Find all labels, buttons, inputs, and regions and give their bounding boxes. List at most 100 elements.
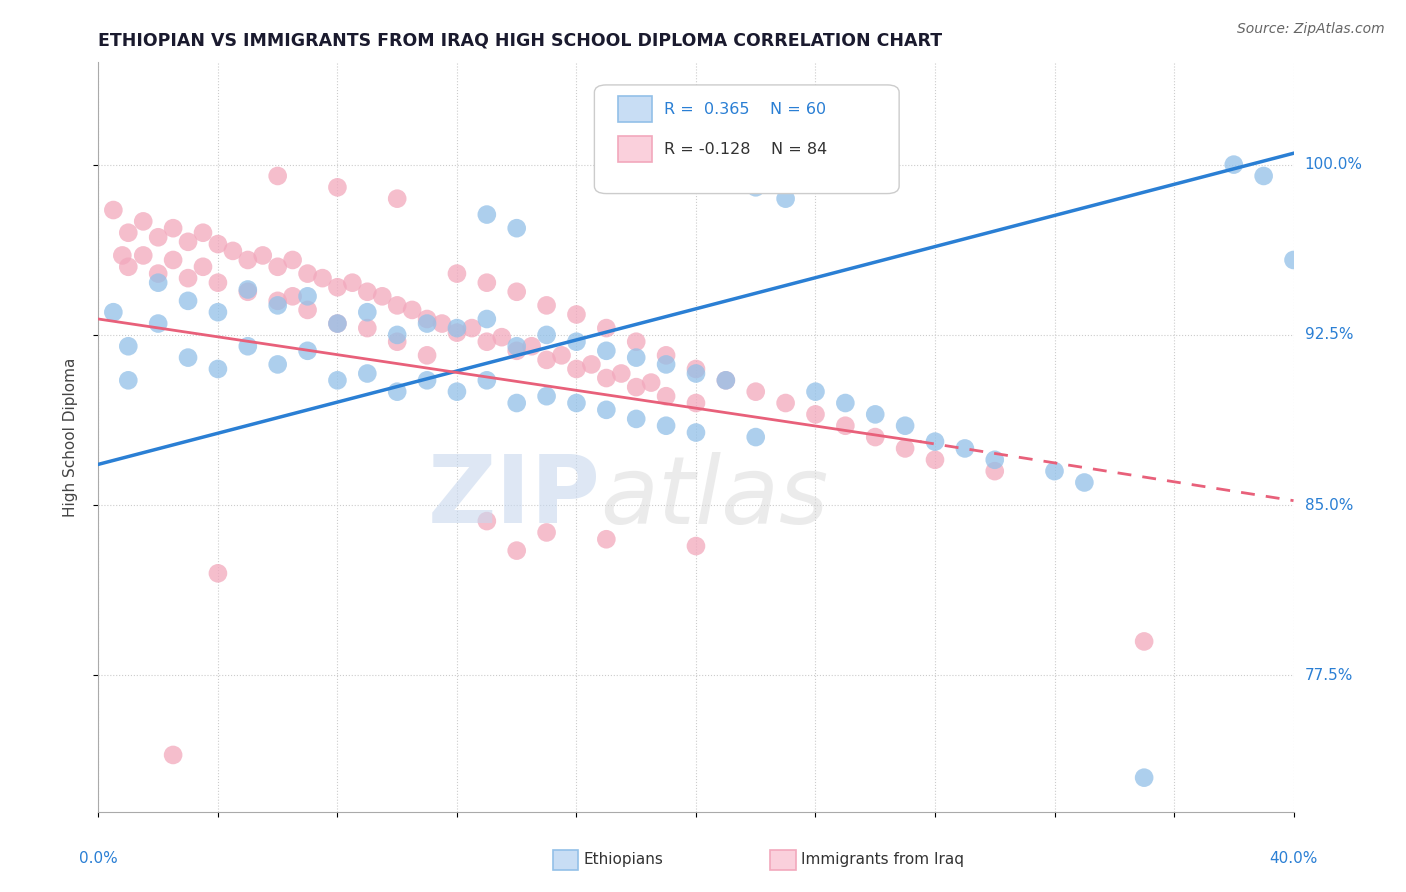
Text: atlas: atlas [600,451,828,542]
Point [953,442,976,456]
Text: ETHIOPIAN VS IMMIGRANTS FROM IRAQ HIGH SCHOOL DIPLOMA CORRELATION CHART: ETHIOPIAN VS IMMIGRANTS FROM IRAQ HIGH S… [98,32,942,50]
Point [685,396,707,410]
Point [834,418,856,433]
Point [536,298,558,312]
Text: Immigrants from Iraq: Immigrants from Iraq [801,853,965,867]
Point [595,402,617,417]
Point [430,317,453,331]
Point [207,237,229,252]
Point [326,280,349,294]
Point [401,302,423,317]
Point [506,221,529,235]
Point [236,285,259,299]
Point [714,373,737,387]
Point [475,312,498,326]
Point [103,202,125,217]
Point [804,384,827,399]
Point [984,452,1007,467]
Point [267,293,290,308]
Point [236,283,259,297]
Point [475,208,498,222]
Point [177,351,200,365]
Point [356,285,378,299]
Point [894,418,917,433]
Point [865,430,887,444]
Point [506,543,529,558]
Point [595,371,617,385]
FancyBboxPatch shape [595,85,900,194]
Point [177,235,200,249]
Point [371,289,394,303]
Point [177,271,200,285]
Point [297,343,319,358]
Point [804,408,827,422]
Point [446,326,468,340]
Point [685,362,707,376]
Point [475,514,498,528]
Point [506,343,529,358]
Point [446,321,468,335]
Point [536,352,558,367]
Text: ZIP: ZIP [427,451,600,543]
Point [162,747,184,762]
Point [745,180,768,194]
Point [506,396,529,410]
Point [311,271,333,285]
Point [775,192,797,206]
Point [655,358,678,372]
Point [655,418,678,433]
Point [610,367,633,381]
Point [565,334,588,349]
Point [506,339,529,353]
Point [117,373,139,387]
Point [177,293,200,308]
Point [1133,634,1156,648]
Point [103,305,125,319]
Point [236,252,259,267]
Point [207,362,229,376]
Point [191,226,214,240]
Point [356,321,378,335]
Point [924,434,946,449]
Point [416,348,439,362]
Point [1043,464,1066,478]
Point [281,252,304,267]
Point [685,367,707,381]
Point [148,317,170,331]
Point [252,248,274,262]
Text: Source: ZipAtlas.com: Source: ZipAtlas.com [1237,22,1385,37]
Text: 77.5%: 77.5% [1305,668,1353,683]
Point [626,380,648,394]
Point [132,248,155,262]
Point [595,343,617,358]
Point [655,389,678,403]
Point [775,396,797,410]
Point [506,285,529,299]
Point [236,339,259,353]
Text: 100.0%: 100.0% [1305,157,1362,172]
Point [326,317,349,331]
Point [356,367,378,381]
Point [297,302,319,317]
Point [385,334,409,349]
Point [267,260,290,274]
Point [491,330,513,344]
Point [984,464,1007,478]
Point [162,252,184,267]
Point [132,214,155,228]
Point [148,276,170,290]
Point [297,267,319,281]
Point [565,396,588,410]
Point [565,362,588,376]
Point [475,373,498,387]
Point [595,533,617,547]
Point [326,317,349,331]
Point [385,192,409,206]
Point [191,260,214,274]
Point [640,376,662,390]
Point [416,317,439,331]
Text: 40.0%: 40.0% [1270,851,1317,865]
Text: R =  0.365    N = 60: R = 0.365 N = 60 [664,103,825,117]
Text: 85.0%: 85.0% [1305,498,1353,513]
Text: 92.5%: 92.5% [1305,327,1353,343]
